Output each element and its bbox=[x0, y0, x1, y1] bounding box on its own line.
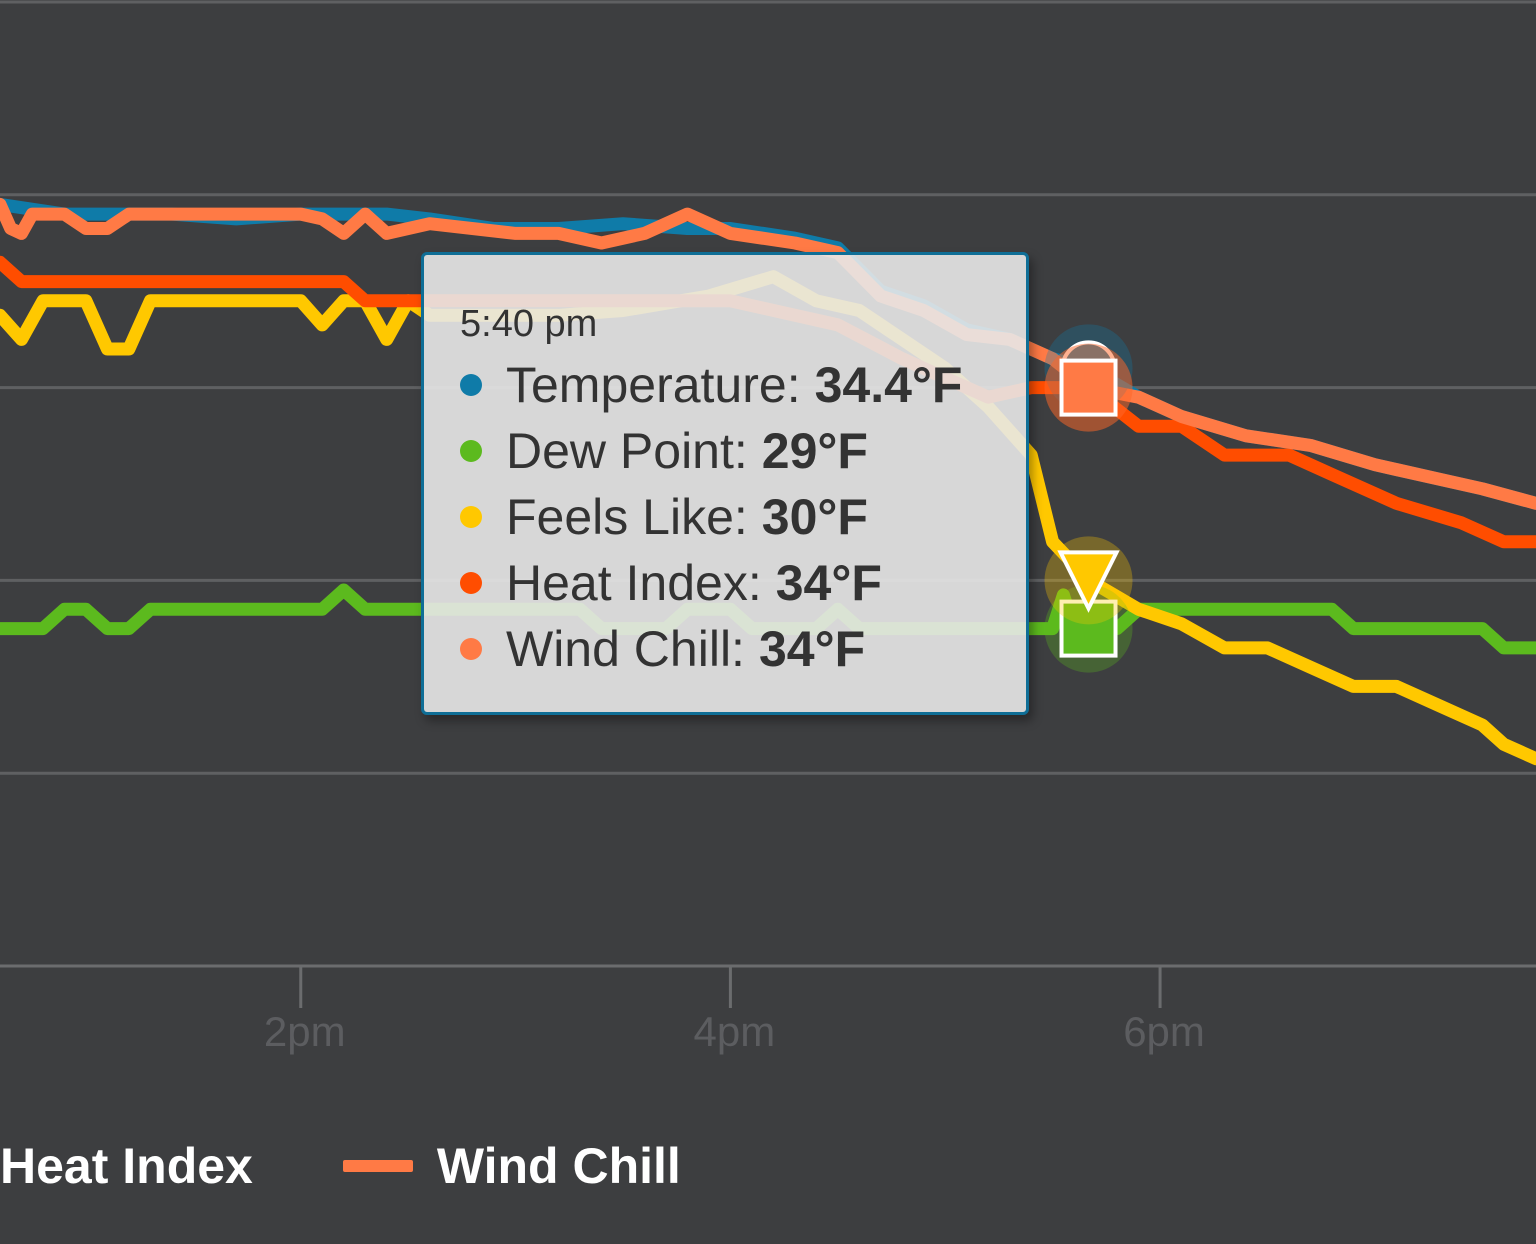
tooltip-label: Feels Like: bbox=[506, 489, 748, 545]
series-line-wind-chill bbox=[0, 197, 1536, 510]
heat-index-dot-icon bbox=[460, 572, 482, 594]
x-axis: 2pm 4pm 6pm bbox=[0, 964, 1536, 1055]
temperature-dot-icon bbox=[460, 374, 482, 396]
wind-chill-line-swatch bbox=[342, 1160, 413, 1172]
tooltip-value: 34.4°F bbox=[814, 357, 963, 413]
hover-markers bbox=[1044, 324, 1133, 673]
chart-legend: Heat Index Wind Chill bbox=[0, 1136, 771, 1196]
tooltip-value: 34°F bbox=[775, 555, 882, 611]
tooltip-value: 30°F bbox=[761, 489, 868, 545]
tooltip-value: 29°F bbox=[761, 423, 868, 479]
tooltip-label: Dew Point: bbox=[506, 423, 748, 479]
tooltip-time: 5:40 pm bbox=[460, 303, 598, 345]
x-tick-label: 4pm bbox=[694, 1008, 776, 1055]
tooltip-row-feels-like: Feels Like: 30°F bbox=[460, 484, 1026, 550]
legend-item-heat-index[interactable]: Heat Index bbox=[0, 1137, 253, 1195]
tooltip-label: Temperature: bbox=[506, 357, 801, 413]
tooltip-row-dew-point: Dew Point: 29°F bbox=[460, 418, 1026, 484]
dew-point-dot-icon bbox=[460, 440, 482, 462]
feels-like-dot-icon bbox=[460, 506, 482, 528]
legend-item-wind-chill[interactable]: Wind Chill bbox=[342, 1137, 681, 1195]
tooltip-row-wind-chill: Wind Chill: 34°F bbox=[460, 616, 1026, 682]
legend-label: Wind Chill bbox=[436, 1138, 681, 1194]
wind-chill-dot-icon bbox=[460, 638, 482, 660]
tooltip-value: 34°F bbox=[758, 621, 866, 677]
marker-wind-chill bbox=[1059, 358, 1118, 417]
x-tick-label: 2pm bbox=[264, 1008, 346, 1055]
marker-feels-like bbox=[1057, 550, 1120, 613]
tooltip-row-heat-index: Heat Index: 34°F bbox=[460, 550, 1026, 616]
x-tick-label: 6pm bbox=[1123, 1008, 1205, 1055]
chart-tooltip: 5:40 pm Temperature: 34.4°F Dew Point: 2… bbox=[421, 252, 1029, 715]
tooltip-label: Wind Chill: bbox=[506, 621, 745, 677]
legend-label: Heat Index bbox=[0, 1138, 253, 1194]
tooltip-label: Heat Index: bbox=[506, 555, 762, 611]
tooltip-row-temperature: Temperature: 34.4°F bbox=[460, 352, 1026, 418]
